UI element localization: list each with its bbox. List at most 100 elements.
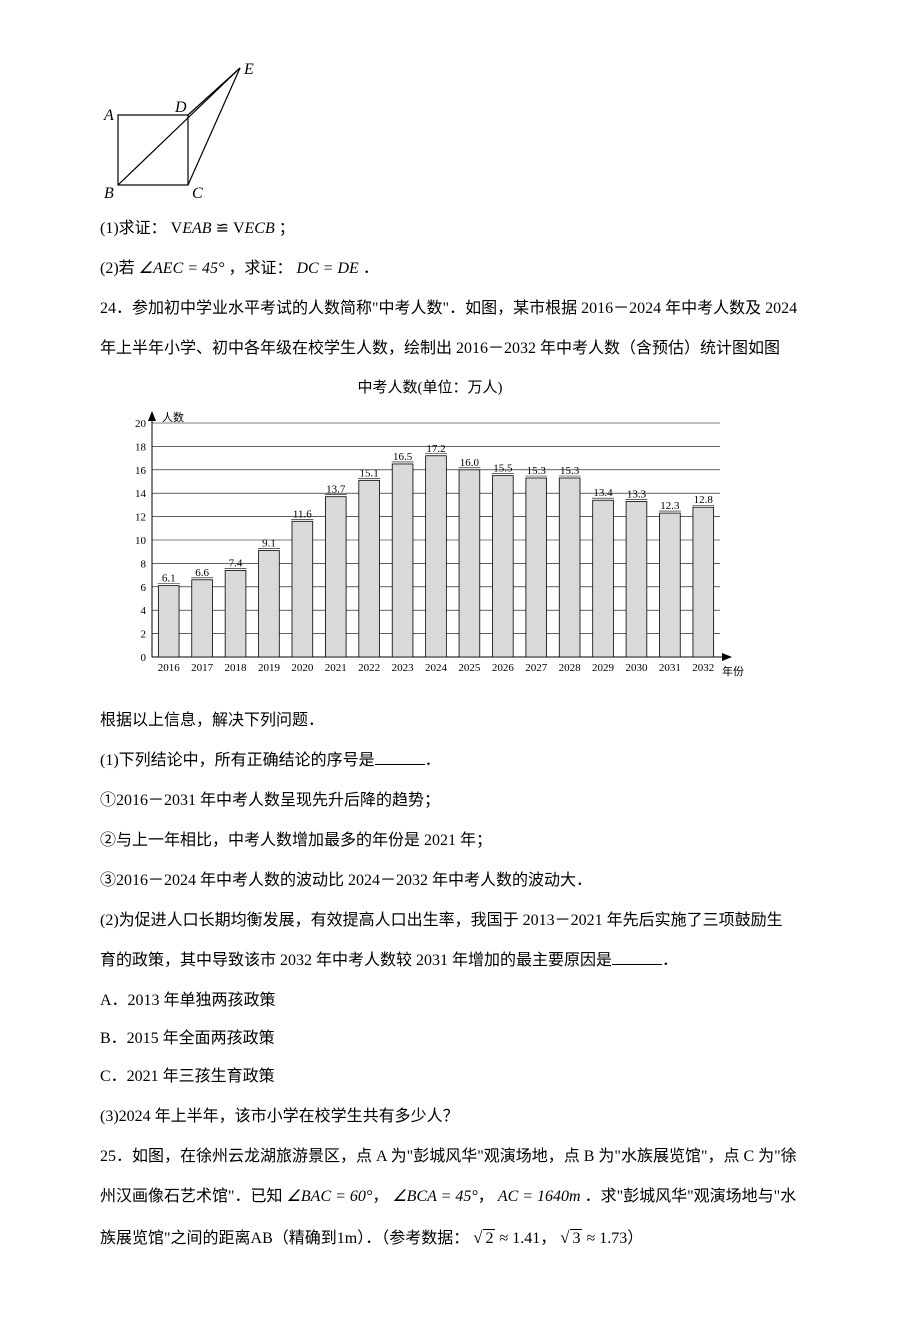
- q23-2-pre: (2)若: [100, 260, 135, 277]
- blank-1: [375, 748, 425, 765]
- choice-3: ③2016－2024 年中考人数的波动比 2024－2032 年中考人数的波动大…: [100, 865, 840, 897]
- svg-text:13.7: 13.7: [326, 484, 346, 496]
- svg-text:6.6: 6.6: [195, 567, 209, 579]
- svg-text:6: 6: [141, 582, 147, 594]
- q24-line2: 年上半年小学、初中各年级在校学生人数，绘制出 2016－2032 年中考人数（含…: [100, 333, 840, 365]
- geom-label-c: C: [192, 185, 203, 202]
- svg-text:2024: 2024: [425, 662, 448, 674]
- c1a: ，: [372, 1188, 388, 1205]
- geom-label-b: B: [104, 185, 114, 202]
- chart-title: 中考人数(单位：万人): [110, 373, 750, 403]
- svg-text:2026: 2026: [492, 662, 514, 674]
- sub2-end: ．: [662, 952, 678, 969]
- svg-text:2030: 2030: [625, 662, 648, 674]
- q25c-pre: 族展览馆"之间的距离AB（精确到1m）．（参考数据：: [100, 1230, 469, 1247]
- svg-text:0: 0: [141, 652, 147, 664]
- svg-text:13.3: 13.3: [627, 488, 647, 500]
- svg-text:2: 2: [141, 629, 147, 641]
- svg-text:10: 10: [135, 535, 147, 547]
- svg-text:2016: 2016: [158, 662, 181, 674]
- option-b: B．2015 年全面两孩政策: [100, 1023, 840, 1055]
- sqrt2: 2: [473, 1221, 495, 1255]
- svg-text:14: 14: [135, 488, 147, 500]
- svg-text:年份: 年份: [722, 664, 744, 678]
- svg-text:12.8: 12.8: [694, 494, 714, 506]
- svg-text:2022: 2022: [358, 662, 380, 674]
- blank-2: [612, 948, 662, 965]
- svg-text:9.1: 9.1: [262, 538, 276, 550]
- svg-text:8: 8: [141, 558, 147, 570]
- svg-text:12.3: 12.3: [660, 500, 680, 512]
- q25-line1: 25．如图，在徐州云龙湖旅游景区，点 A 为"彭城风华"观演场地，点 B 为"水…: [100, 1141, 840, 1173]
- choice-1: ①2016－2031 年中考人数呈现先升后降的趋势；: [100, 785, 840, 817]
- semi-1: ；: [279, 220, 295, 237]
- svg-text:人数: 人数: [162, 411, 184, 424]
- q23-2-end: ．: [363, 260, 379, 277]
- svg-text:12: 12: [135, 512, 146, 524]
- q25b-tail: ．求"彭城风华"观演场地与"水: [585, 1188, 797, 1205]
- svg-text:16: 16: [135, 465, 147, 477]
- sub1-text: (1)下列结论中，所有正确结论的序号是: [100, 752, 375, 769]
- svg-text:2023: 2023: [392, 662, 415, 674]
- svg-text:13.4: 13.4: [593, 487, 613, 499]
- sub3: (3)2024 年上半年，该市小学在校学生共有多少人？: [100, 1101, 840, 1133]
- option-a: A．2013 年单独两孩政策: [100, 985, 840, 1017]
- svg-text:2028: 2028: [559, 662, 582, 674]
- eab: EAB: [182, 220, 211, 237]
- svg-text:2031: 2031: [659, 662, 681, 674]
- ac-len: AC = 1640m: [498, 1188, 581, 1205]
- geom-label-a: A: [103, 107, 114, 124]
- svg-text:2020: 2020: [291, 662, 314, 674]
- svg-text:15.1: 15.1: [360, 467, 379, 479]
- r3a: ≈ 1.73: [582, 1230, 627, 1247]
- svg-text:2018: 2018: [225, 662, 248, 674]
- geometry-figure: A D E B C: [100, 60, 260, 205]
- angle-bca: ∠BCA = 45°: [392, 1188, 477, 1205]
- choice-2: ②与上一年相比，中考人数增加最多的年份是 2021 年；: [100, 825, 840, 857]
- svg-text:11.6: 11.6: [293, 508, 312, 520]
- svg-text:20: 20: [135, 418, 147, 430]
- svg-text:4: 4: [141, 605, 147, 617]
- svg-text:16.0: 16.0: [460, 457, 480, 469]
- svg-text:2019: 2019: [258, 662, 281, 674]
- sub1: (1)下列结论中，所有正确结论的序号是．: [100, 745, 840, 777]
- sqrt3: 3: [560, 1221, 582, 1255]
- cong: ≌: [216, 220, 229, 237]
- svg-text:2027: 2027: [525, 662, 548, 674]
- sub2-line1: (2)为促进人口长期均衡发展，有效提高人口出生率，我国于 2013－2021 年…: [100, 905, 840, 937]
- svg-text:15.3: 15.3: [527, 465, 547, 477]
- bar-chart: 0 2 4 6 8 10 12 14 16 18 20 人数年份 6.1 2016 6.6 2017 7.4 20…: [110, 405, 750, 685]
- q25-line3: 族展览馆"之间的距离AB（精确到1m）．（参考数据： 2 ≈ 1.41， 3 ≈…: [100, 1221, 840, 1255]
- geom-label-d: D: [174, 99, 187, 116]
- svg-text:17.2: 17.2: [426, 443, 445, 455]
- dc-de: DC = DE: [296, 260, 358, 277]
- svg-text:16.5: 16.5: [393, 451, 413, 463]
- angle-bac: ∠BAC = 60°: [287, 1188, 373, 1205]
- svg-text:2021: 2021: [325, 662, 347, 674]
- geom-label-e: E: [243, 61, 254, 78]
- q23-1-text: (1)求证：: [100, 220, 167, 237]
- r2a: ≈ 1.41: [495, 1230, 540, 1247]
- svg-text:6.1: 6.1: [162, 573, 176, 585]
- svg-text:7.4: 7.4: [229, 557, 243, 569]
- svg-text:2017: 2017: [191, 662, 214, 674]
- q23-2-mid: ，求证：: [228, 260, 292, 277]
- q24-line1: 24．参加初中学业水平考试的人数简称"中考人数"．如图，某市根据 2016－20…: [100, 293, 840, 325]
- tri-sym-1: V: [171, 220, 183, 237]
- angle-aec: ∠AEC = 45°: [139, 260, 225, 277]
- svg-text:15.5: 15.5: [493, 463, 513, 475]
- svg-text:18: 18: [135, 441, 147, 453]
- q25-line2: 州汉画像石艺术馆"．已知 ∠BAC = 60°， ∠BCA = 45°， AC …: [100, 1181, 840, 1213]
- option-c: C．2021 年三孩生育政策: [100, 1061, 840, 1093]
- svg-text:15.3: 15.3: [560, 465, 580, 477]
- q23-part2: (2)若 ∠AEC = 45° ，求证： DC = DE ．: [100, 253, 840, 285]
- svg-text:2025: 2025: [458, 662, 481, 674]
- c3a: ，: [540, 1230, 556, 1247]
- q25b-pre: 州汉画像石艺术馆"．已知: [100, 1188, 283, 1205]
- svg-text:2032: 2032: [692, 662, 714, 674]
- sub2-line2: 育的政策，其中导致该市 2032 年中考人数较 2031 年增加的最主要原因是 ．: [100, 945, 840, 977]
- q25c-end: ）: [627, 1230, 643, 1247]
- tri-sym-2: V: [233, 220, 245, 237]
- sub2b-text: 育的政策，其中导致该市 2032 年中考人数较 2031 年增加的最主要原因是: [100, 952, 612, 969]
- svg-text:2029: 2029: [592, 662, 615, 674]
